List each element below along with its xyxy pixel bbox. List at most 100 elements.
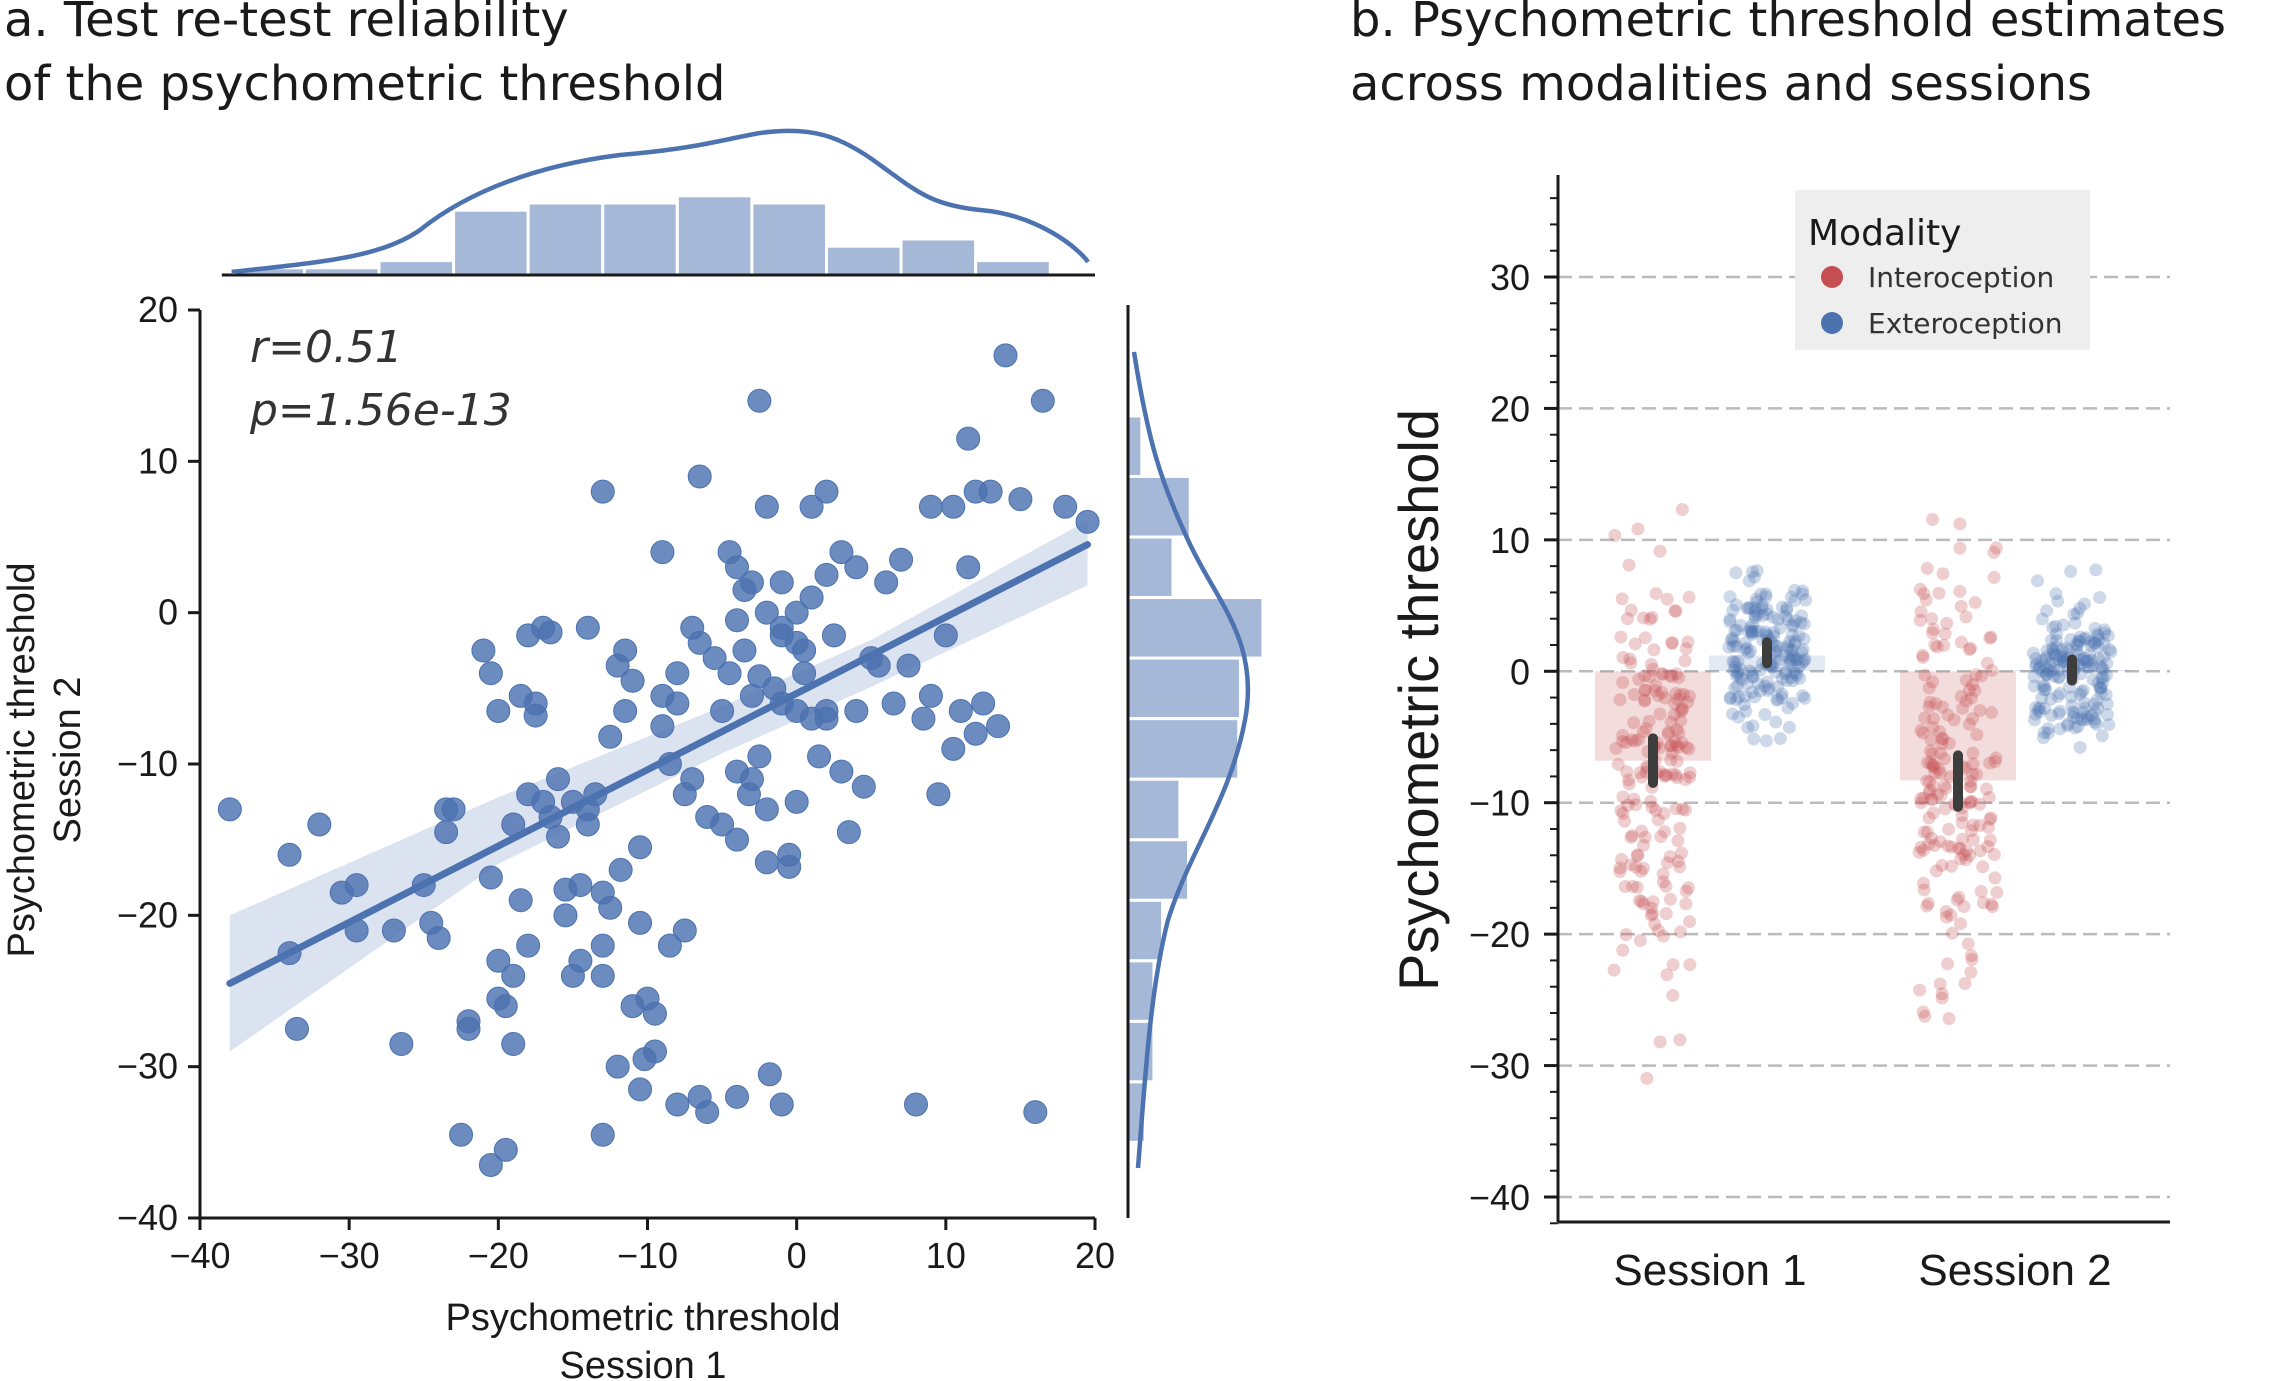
- strip-point: [1984, 811, 1998, 825]
- strip-point: [2041, 722, 2055, 736]
- strip-point: [2036, 678, 2050, 692]
- strip-point: [1751, 677, 1765, 691]
- strip-point: [1658, 825, 1672, 839]
- strip-point: [1937, 779, 1951, 793]
- strip-point: [1966, 818, 1980, 832]
- strip-point: [1956, 832, 1970, 846]
- strip-point: [1926, 675, 1940, 689]
- scatter-axes: −40 −30 −20 −10 0 10 20 −40 −30 −20 −10 0 10 20: [117, 289, 1115, 1276]
- strip-point: [2087, 697, 2101, 711]
- scatter-point: [516, 933, 541, 958]
- strip-point: [2093, 681, 2107, 695]
- strip-point: [2040, 662, 2054, 676]
- strip-point: [1723, 590, 1737, 604]
- strip-point: [1613, 865, 1627, 879]
- strip-point: [2096, 670, 2110, 684]
- top-kde-curve: [231, 128, 1090, 275]
- regression-ci-band: [229, 520, 1088, 1052]
- strip-point: [1775, 687, 1789, 701]
- strip-point: [1796, 587, 1810, 601]
- strip-point: [1638, 683, 1652, 697]
- strip-point: [2084, 639, 2098, 653]
- scatter-point: [725, 608, 749, 633]
- panel-a-title-line1: a. Test re-test reliability: [4, 0, 569, 48]
- scatter-point: [456, 1016, 481, 1041]
- strip-point: [2097, 650, 2111, 664]
- strip-point: [1968, 596, 1982, 610]
- strip-point: [1963, 848, 1977, 862]
- strip-point: [1912, 845, 1926, 859]
- scatter-point: [284, 1016, 309, 1041]
- strip-point: [1786, 648, 1800, 662]
- strip-point: [1631, 848, 1645, 862]
- strip-point: [1682, 590, 1696, 604]
- x-tick-label: −40: [169, 1235, 230, 1276]
- strip-point: [1678, 773, 1692, 787]
- strip-point: [1932, 762, 1946, 776]
- strip-point: [1986, 900, 2000, 914]
- strip-point: [1781, 701, 1795, 715]
- strip-point: [1932, 586, 1946, 600]
- strip-point: [1937, 638, 1951, 652]
- strip-point: [1945, 840, 1959, 854]
- scatter-point: [978, 479, 1003, 504]
- strip-point: [2035, 654, 2049, 668]
- strip-point: [1925, 792, 1939, 806]
- strip-point: [2091, 701, 2105, 715]
- x-tick-label: −30: [319, 1235, 380, 1276]
- strip-point: [1659, 879, 1673, 893]
- strip-point: [1798, 652, 1812, 666]
- scatter-point: [508, 888, 533, 913]
- strip-point: [1938, 627, 1952, 641]
- strip-point: [2092, 652, 2106, 666]
- strip-point: [1916, 650, 1930, 664]
- strip-point: [1738, 643, 1752, 657]
- strip-point: [2045, 656, 2059, 670]
- strip-point: [1666, 988, 1680, 1002]
- strip-point: [1666, 767, 1680, 781]
- strip-point: [2097, 623, 2111, 637]
- strip-point: [1785, 619, 1799, 633]
- strip-point: [1916, 726, 1930, 740]
- strip-point: [2093, 591, 2107, 605]
- top-hist-bar: [750, 201, 829, 277]
- strip-point: [1731, 654, 1745, 668]
- strip-point: [1774, 652, 1788, 666]
- strip-point: [1755, 601, 1769, 615]
- scatter-point: [575, 812, 600, 837]
- strip-point: [1962, 717, 1976, 731]
- strip-point: [1973, 844, 1987, 858]
- strip-point: [2054, 650, 2068, 664]
- scatter-point: [628, 1077, 653, 1102]
- strip-point: [1775, 691, 1789, 705]
- strip-point: [1775, 600, 1789, 614]
- scatter-point: [986, 714, 1011, 739]
- strip-point: [1939, 905, 1953, 919]
- strip-point: [1930, 640, 1944, 654]
- strip-point: [2053, 722, 2067, 736]
- strip-point: [1723, 692, 1737, 706]
- scatter-point: [277, 842, 302, 867]
- strip-point: [2053, 686, 2067, 700]
- scatter-point: [501, 963, 526, 988]
- strip-point: [1734, 618, 1748, 632]
- scatter-point: [933, 623, 958, 648]
- strip-point: [1738, 689, 1752, 703]
- strip-point: [2026, 646, 2040, 660]
- strip-point: [1780, 601, 1794, 615]
- scatter-point: [799, 585, 824, 610]
- strip-point: [1784, 671, 1798, 685]
- scatter-point: [628, 835, 653, 860]
- strip-point: [1922, 775, 1936, 789]
- strip-point: [1988, 755, 2002, 769]
- strip-point: [2040, 668, 2054, 682]
- scatter-point: [486, 948, 511, 973]
- y-axis-label-line2: Session 2: [47, 677, 89, 844]
- panel-a-title-line2: of the psychometric threshold: [4, 56, 726, 112]
- strip-point: [2102, 718, 2116, 732]
- scatter-point: [874, 570, 899, 595]
- strip-point: [1796, 584, 1810, 598]
- strip-point: [1646, 907, 1660, 921]
- top-hist-bar: [452, 208, 530, 277]
- scatter-point: [501, 1031, 526, 1056]
